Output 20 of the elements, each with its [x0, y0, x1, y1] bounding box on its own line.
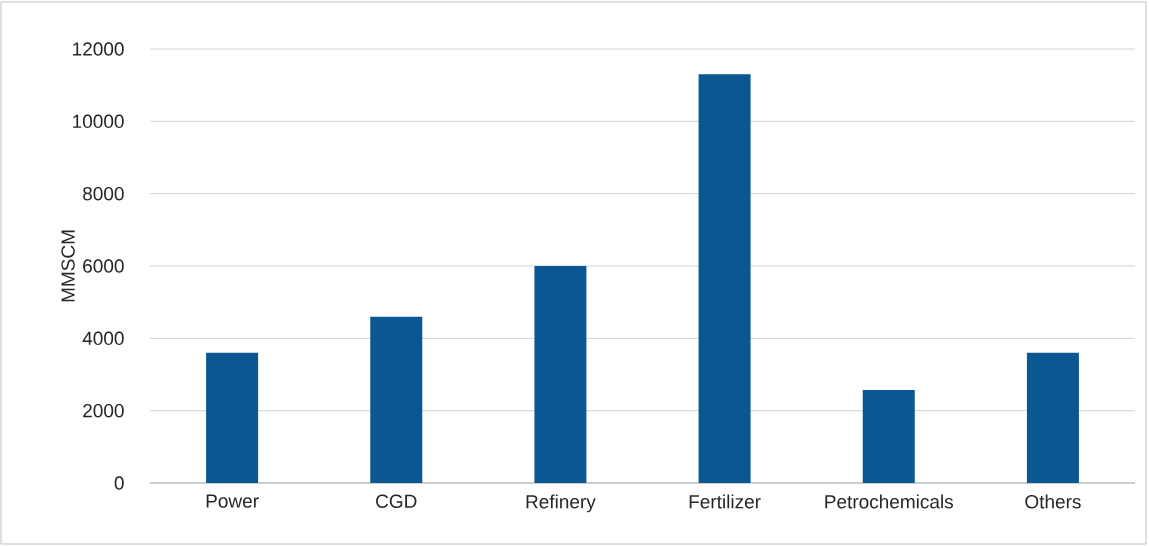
x-tick-label: Petrochemicals	[825, 494, 953, 509]
y-tick-label: 6000	[83, 259, 124, 273]
bar	[862, 390, 915, 483]
y-tick-label: 0	[114, 476, 124, 490]
x-tick-label: CGD	[376, 494, 417, 508]
bar	[534, 266, 587, 483]
y-tick-label: 12000	[73, 42, 124, 56]
bar	[206, 352, 259, 483]
bar	[1026, 352, 1079, 483]
y-tick-label: 8000	[83, 186, 124, 201]
y-tick-label: 10000	[73, 114, 124, 129]
x-tick-label: Others	[1025, 494, 1081, 509]
bar	[698, 74, 751, 483]
x-tick-label: Power	[206, 494, 259, 508]
y-axis-title: MMSCM	[61, 230, 75, 302]
x-tick-label: Refinery	[526, 494, 596, 513]
y-tick-label: 2000	[83, 403, 124, 418]
x-tick-label: Fertilizer	[689, 494, 761, 509]
y-tick-label: 4000	[82, 331, 124, 346]
bar	[370, 316, 423, 483]
